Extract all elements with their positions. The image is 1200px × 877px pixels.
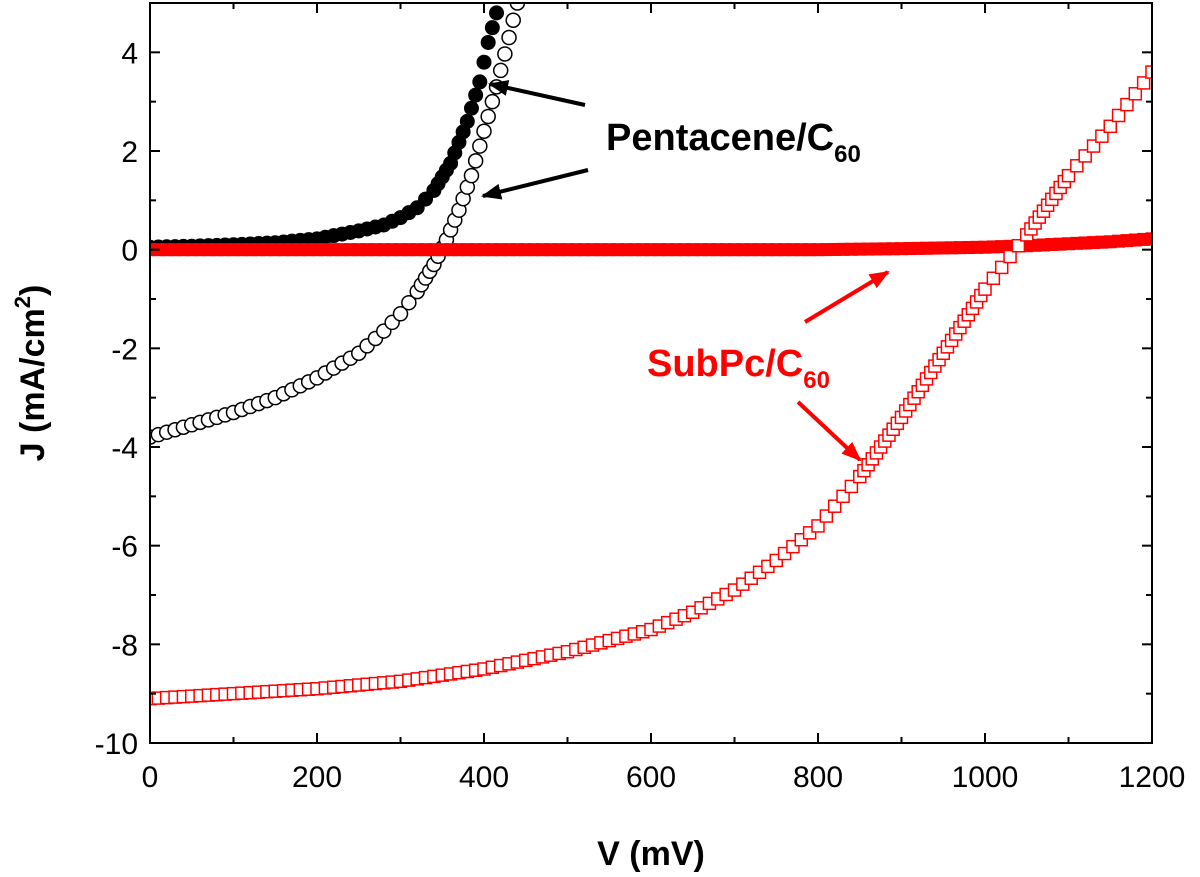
x-tick-label: 0 (142, 761, 159, 794)
y-tick-label: 4 (121, 37, 138, 70)
data-point (468, 87, 484, 103)
subpc-arrow-upper (803, 270, 890, 324)
y-tick-label: -8 (111, 629, 138, 662)
data-point (484, 93, 501, 110)
y-axis-title-superscript: 2 (10, 296, 35, 308)
data-point (497, 46, 513, 62)
data-point (1103, 119, 1117, 134)
x-tick-label: 1000 (952, 761, 1019, 794)
x-tick-label: 200 (292, 761, 342, 794)
data-point (1061, 168, 1076, 183)
data-point (472, 138, 488, 154)
data-point (401, 294, 417, 311)
data-point (1078, 149, 1092, 163)
data-point (476, 54, 492, 70)
y-axis: -10 -8 -6 -4 -2 0 2 4 (95, 2, 1152, 761)
x-tick-label: 400 (459, 761, 509, 794)
pentacene-arrow-lower (481, 168, 589, 200)
y-tick-label: -4 (111, 432, 138, 465)
data-point (827, 499, 842, 513)
subpc-label-subscript: 60 (803, 367, 830, 394)
y-tick-label: -2 (111, 333, 138, 366)
data-point (1120, 97, 1134, 112)
pentacene-annotation: Pentacene/C60 (481, 80, 861, 200)
data-point (463, 100, 479, 116)
data-point (819, 509, 834, 523)
data-point (1070, 159, 1084, 173)
x-tick-label: 800 (793, 761, 843, 794)
y-axis-title-close: ) (14, 285, 52, 296)
series-subpc-light (150, 65, 1152, 706)
pentacene-arrow-upper (488, 80, 586, 107)
series-pentacene-light (150, 3, 526, 445)
data-point (986, 271, 1001, 286)
data-point (509, 3, 526, 11)
data-point (844, 479, 859, 494)
data-point (501, 29, 517, 46)
x-tick-label: 600 (626, 761, 676, 794)
y-tick-label: 2 (121, 136, 138, 169)
data-point (472, 74, 488, 90)
data-point (459, 113, 475, 129)
series-layer (150, 3, 1152, 706)
data-point (463, 167, 480, 184)
data-point (994, 260, 1009, 275)
pentacene-label-main: Pentacene/C (606, 117, 834, 159)
data-point (1136, 76, 1151, 90)
data-point (811, 519, 825, 533)
subpc-arrow-lower (796, 400, 862, 462)
subpc-annotation: SubPc/C60 (647, 270, 890, 462)
y-tick-label: -10 (95, 728, 138, 761)
data-point (467, 153, 484, 169)
data-point (836, 489, 850, 504)
data-point (492, 62, 509, 79)
subpc-label: SubPc/C60 (647, 343, 830, 394)
data-point (1011, 238, 1026, 253)
data-point (1111, 108, 1126, 123)
x-axis-title: V (mV) (597, 835, 705, 873)
data-point (480, 108, 496, 125)
data-point (1003, 249, 1017, 264)
data-point (484, 20, 500, 36)
data-point (476, 123, 492, 140)
data-point (505, 12, 521, 29)
data-point (489, 5, 505, 21)
y-tick-label: -6 (111, 531, 138, 564)
y-axis-title: J (mA/cm2) (10, 285, 52, 462)
data-point (1128, 87, 1143, 101)
data-point (1145, 65, 1152, 79)
data-point (1145, 232, 1152, 246)
data-point (978, 282, 992, 296)
data-point (1086, 139, 1101, 153)
data-point (480, 34, 496, 50)
data-point (392, 306, 409, 322)
x-axis: 0 200 400 600 800 1000 1200 (142, 3, 1186, 794)
pentacene-label-subscript: 60 (834, 141, 861, 168)
x-tick-label: 1200 (1119, 761, 1186, 794)
data-point (1095, 129, 1109, 143)
y-axis-title-main: J (mA/cm (14, 308, 52, 461)
subpc-label-main: SubPc/C (647, 343, 803, 385)
pentacene-label: Pentacene/C60 (606, 117, 861, 168)
y-tick-label: 0 (121, 235, 138, 268)
